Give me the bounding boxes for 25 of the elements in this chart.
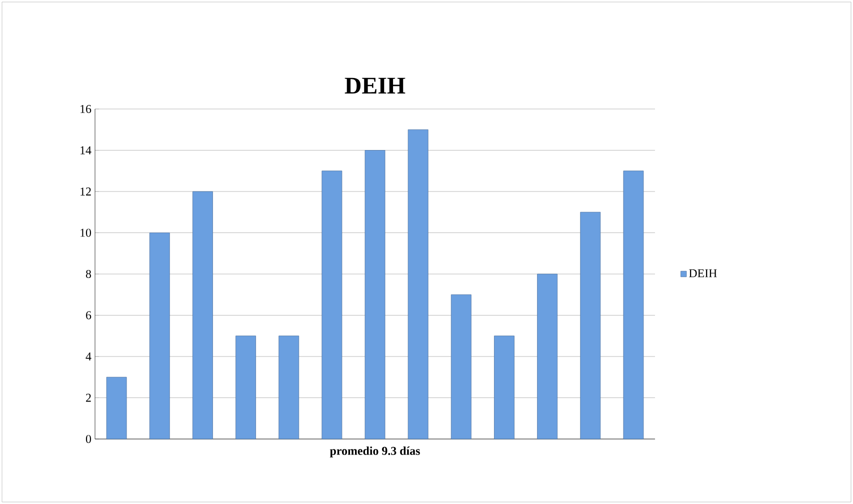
bar: [537, 274, 558, 440]
bar: [494, 336, 514, 440]
bar: [322, 170, 342, 440]
y-tick-label: 4: [86, 352, 92, 360]
chart-title: DEIH: [344, 78, 406, 94]
bar: [623, 170, 644, 440]
bar: [236, 336, 256, 440]
bar: [580, 212, 601, 440]
bar: [192, 191, 213, 440]
x-axis-title: promedio 9.3 días: [330, 446, 420, 458]
bar: [364, 150, 386, 440]
legend-label: DEIH: [688, 269, 717, 278]
bar: [278, 336, 300, 440]
bar: [106, 376, 127, 440]
y-tick-label: 6: [86, 311, 92, 320]
y-tick-label: 16: [80, 104, 92, 114]
bar: [408, 129, 428, 440]
y-tick-label: 8: [86, 270, 92, 278]
y-tick-label: 0: [86, 434, 92, 444]
bar: [450, 294, 472, 440]
y-tick-label: 14: [80, 146, 92, 154]
bar: [149, 232, 170, 440]
y-tick-label: 10: [80, 228, 92, 237]
y-tick-label: 2: [86, 394, 91, 402]
y-tick-label: 12: [80, 188, 91, 196]
